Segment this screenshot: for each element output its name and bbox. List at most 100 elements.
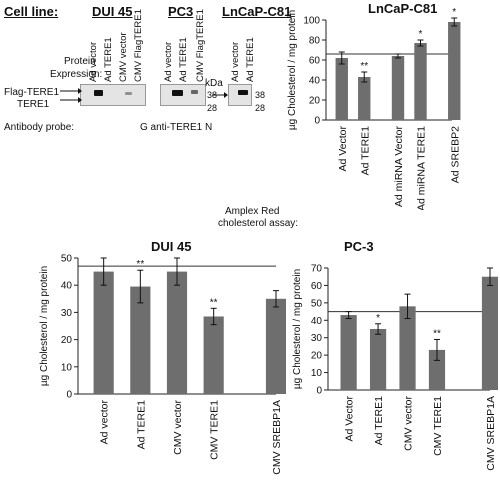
bar bbox=[203, 316, 224, 394]
blot-strip-dui45 bbox=[80, 84, 146, 106]
lane-label: CMV FlagTERE1 bbox=[195, 9, 206, 82]
y-tick-label: 60 bbox=[309, 56, 321, 67]
category-label: Ad miRNA TERE1 bbox=[416, 126, 428, 210]
y-tick-label: 100 bbox=[303, 16, 320, 27]
y-axis-label: µg Cholesterol / mg protein bbox=[39, 266, 50, 386]
bar bbox=[166, 271, 188, 394]
blot-strip-lncap bbox=[228, 84, 252, 106]
lane-label: Ad vector bbox=[230, 41, 241, 82]
lane-label: Ad vector bbox=[88, 41, 99, 82]
y-tick-label: 40 bbox=[61, 281, 73, 292]
y-tick-label: 20 bbox=[311, 351, 323, 362]
band-arrows bbox=[60, 88, 82, 103]
category-label: Ad TERE1 bbox=[373, 396, 385, 446]
lane-label: Ad vector bbox=[163, 41, 174, 82]
y-tick-label: 20 bbox=[309, 96, 321, 107]
bar bbox=[399, 306, 416, 390]
significance-label: * bbox=[376, 313, 380, 324]
y-tick-label: 80 bbox=[309, 36, 321, 47]
marker-28: 28 bbox=[255, 103, 266, 113]
category-label: CMV vector bbox=[172, 399, 184, 454]
significance-label: ** bbox=[136, 259, 144, 270]
band-flag-tere1 bbox=[94, 90, 103, 96]
category-label: Ad Vector bbox=[344, 396, 356, 442]
y-tick-label: 30 bbox=[311, 333, 323, 344]
cell-line-label: Cell line: bbox=[4, 4, 59, 19]
bar bbox=[448, 22, 461, 120]
y-tick-label: 20 bbox=[61, 335, 73, 346]
category-label: CMV TERE1 bbox=[209, 400, 221, 460]
bar bbox=[335, 58, 348, 120]
cell-line-dui45: DUI 45 bbox=[92, 4, 133, 19]
band-label-tere1: TERE1 bbox=[17, 99, 50, 110]
category-label: Ad vector bbox=[99, 400, 111, 445]
category-label: CMV TERE1 bbox=[432, 396, 444, 456]
bar bbox=[340, 315, 357, 390]
blot-strip-pc3 bbox=[160, 84, 206, 106]
category-label: Ad miRNA Vector bbox=[393, 126, 405, 208]
significance-label: ** bbox=[433, 328, 441, 339]
antibody-value: G anti-TERE1 N bbox=[140, 122, 213, 133]
y-tick-label: 70 bbox=[311, 264, 323, 275]
marker-28: 28 bbox=[207, 103, 218, 113]
chart-title: LnCaP-C81 bbox=[368, 1, 437, 16]
significance-label: ** bbox=[210, 297, 218, 308]
y-axis-label: µg Cholesterol / mg protein bbox=[287, 10, 298, 130]
y-axis-label: µg Cholesterol / mg protein bbox=[292, 269, 303, 389]
lane-label: Ad TERE1 bbox=[178, 37, 189, 82]
bar bbox=[265, 298, 286, 394]
bar bbox=[481, 276, 498, 390]
chart-pc3: PC-3 0 10 20 30 40 50 60 70 µg Cholesterol / mg p… bbox=[292, 239, 498, 471]
y-tick-label: 30 bbox=[61, 308, 73, 319]
y-tick-label: 0 bbox=[316, 386, 322, 397]
category-label: CMV SREBP1A bbox=[485, 396, 497, 471]
significance-label: * bbox=[452, 7, 456, 18]
cell-line-pc3: PC3 bbox=[168, 4, 194, 19]
y-tick-label: 50 bbox=[311, 298, 323, 309]
bar bbox=[414, 43, 427, 120]
lane-label: Ad TERE1 bbox=[103, 37, 114, 82]
bar bbox=[428, 349, 446, 390]
lane-label: CMV FlagTERE1 bbox=[133, 9, 144, 82]
chart-dui45: DUI 45 0 10 20 30 40 50 µg Cholesterol / mg pro… bbox=[39, 239, 286, 475]
marker-38: 38 bbox=[255, 90, 266, 100]
bar bbox=[369, 329, 387, 390]
bar bbox=[130, 286, 151, 394]
lane-label: Ad TERE1 bbox=[245, 37, 256, 82]
band-flag-tere1 bbox=[125, 92, 132, 95]
antibody-label: Antibody probe: bbox=[4, 122, 75, 133]
band-tere1 bbox=[238, 90, 248, 95]
y-tick-label: 10 bbox=[311, 368, 323, 379]
bar bbox=[391, 56, 405, 120]
y-tick-label: 40 bbox=[309, 76, 321, 87]
category-label: Ad Vector bbox=[337, 126, 349, 172]
category-label: CMV vector bbox=[403, 395, 415, 450]
y-tick-label: 10 bbox=[61, 362, 73, 373]
cell-line-lncap: LnCaP-C81 bbox=[222, 4, 292, 19]
band-tere1 bbox=[172, 90, 183, 96]
assay-label-1: Amplex Red bbox=[225, 206, 280, 217]
chart-title: PC-3 bbox=[344, 239, 374, 254]
y-tick-label: 40 bbox=[311, 316, 323, 327]
protein-label-1: Protein bbox=[64, 56, 96, 67]
band-label-flag-tere1: Flag-TERE1 bbox=[4, 87, 60, 98]
significance-label: * bbox=[419, 29, 423, 40]
category-label: CMV SREBP1A bbox=[271, 400, 283, 475]
category-label: Ad TERE1 bbox=[359, 126, 371, 176]
band-flag-tere1 bbox=[191, 90, 198, 94]
category-label: Ad SREBP2 bbox=[449, 126, 461, 183]
bar bbox=[358, 77, 371, 120]
category-label: Ad TERE1 bbox=[135, 400, 147, 450]
chart-title: DUI 45 bbox=[151, 239, 191, 254]
y-tick-label: 60 bbox=[311, 281, 323, 292]
protein-label-2: Expression: bbox=[50, 69, 103, 80]
y-tick-label: 50 bbox=[61, 254, 73, 265]
assay-label-2: cholesterol assay: bbox=[218, 218, 299, 229]
lane-label: CMV vector bbox=[118, 32, 129, 82]
lncap-arrow bbox=[212, 92, 228, 98]
y-tick-label: 0 bbox=[314, 116, 320, 127]
significance-label: ** bbox=[360, 61, 368, 72]
bar bbox=[93, 271, 114, 394]
y-tick-label: 0 bbox=[66, 390, 72, 401]
kda-label: kDa bbox=[205, 78, 223, 89]
